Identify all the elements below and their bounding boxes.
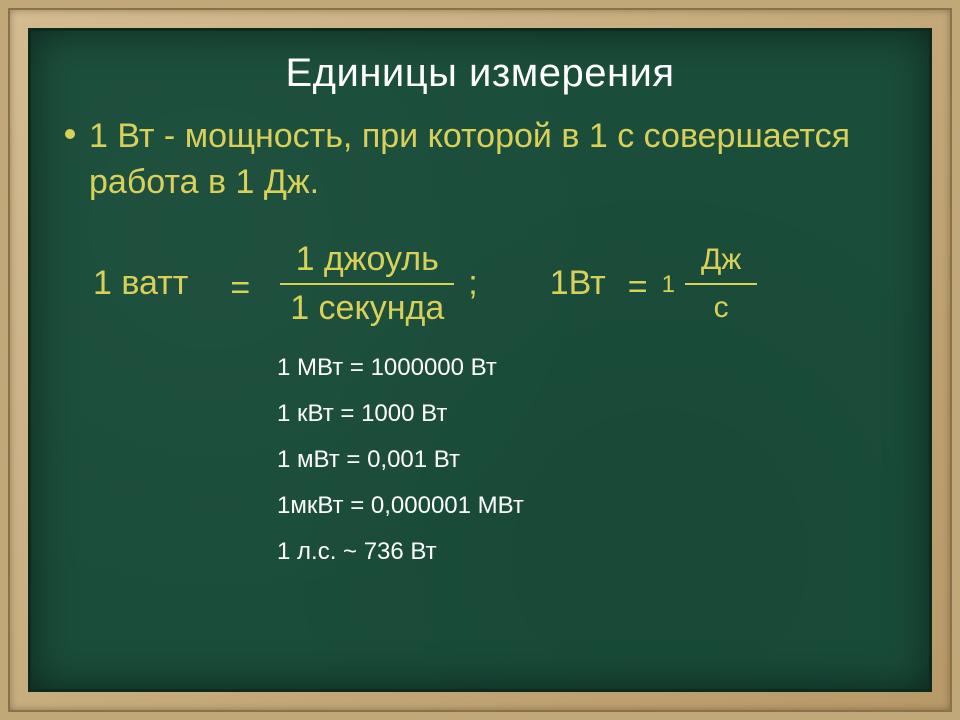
conversion-line: 1 МВт = 1000000 Вт bbox=[277, 354, 895, 382]
definition-text: 1 Вт - мощность, при которой в 1 с совер… bbox=[89, 114, 895, 206]
eq-rhs-lhs: 1Вт bbox=[550, 264, 606, 303]
conversion-line: 1 кВт = 1000 Вт bbox=[277, 400, 895, 428]
equation-row: 1 ватт = 1 джоуль 1 секунда ; 1Вт = 1 Дж… bbox=[93, 240, 895, 328]
definition-row: 1 Вт - мощность, при которой в 1 с совер… bbox=[65, 114, 895, 206]
eq-denominator: 1 секунда bbox=[280, 285, 454, 328]
eq-fraction: 1 джоуль 1 секунда bbox=[280, 240, 454, 328]
eq-rhs-den: с bbox=[698, 285, 745, 325]
eq-separator: ; bbox=[468, 264, 477, 303]
eq-rhs-coef: 1 bbox=[662, 271, 675, 299]
eq-numerator: 1 джоуль bbox=[286, 240, 449, 283]
conversion-line: 1 л.с. ~ 736 Вт bbox=[277, 538, 895, 566]
eq-lhs: 1 ватт bbox=[93, 264, 188, 303]
eq-rhs-group: 1Вт = 1 Дж с bbox=[550, 243, 758, 325]
conversion-line: 1 мВт = 0,001 Вт bbox=[277, 446, 895, 474]
eq-rhs-sign: = bbox=[628, 268, 648, 307]
eq-rhs-num: Дж bbox=[685, 243, 757, 283]
eq-sign: = bbox=[230, 269, 250, 308]
conversion-line: 1мкВт = 0,000001 МВт bbox=[277, 492, 895, 520]
wood-frame: Единицы измерения 1 Вт - мощность, при к… bbox=[8, 8, 952, 712]
chalkboard: Единицы измерения 1 Вт - мощность, при к… bbox=[28, 28, 932, 692]
bullet-icon bbox=[65, 129, 75, 139]
eq-rhs-fraction: Дж с bbox=[685, 243, 757, 325]
conversion-list: 1 МВт = 1000000 Вт 1 кВт = 1000 Вт 1 мВт… bbox=[277, 354, 895, 566]
slide-title: Единицы измерения bbox=[65, 51, 895, 96]
